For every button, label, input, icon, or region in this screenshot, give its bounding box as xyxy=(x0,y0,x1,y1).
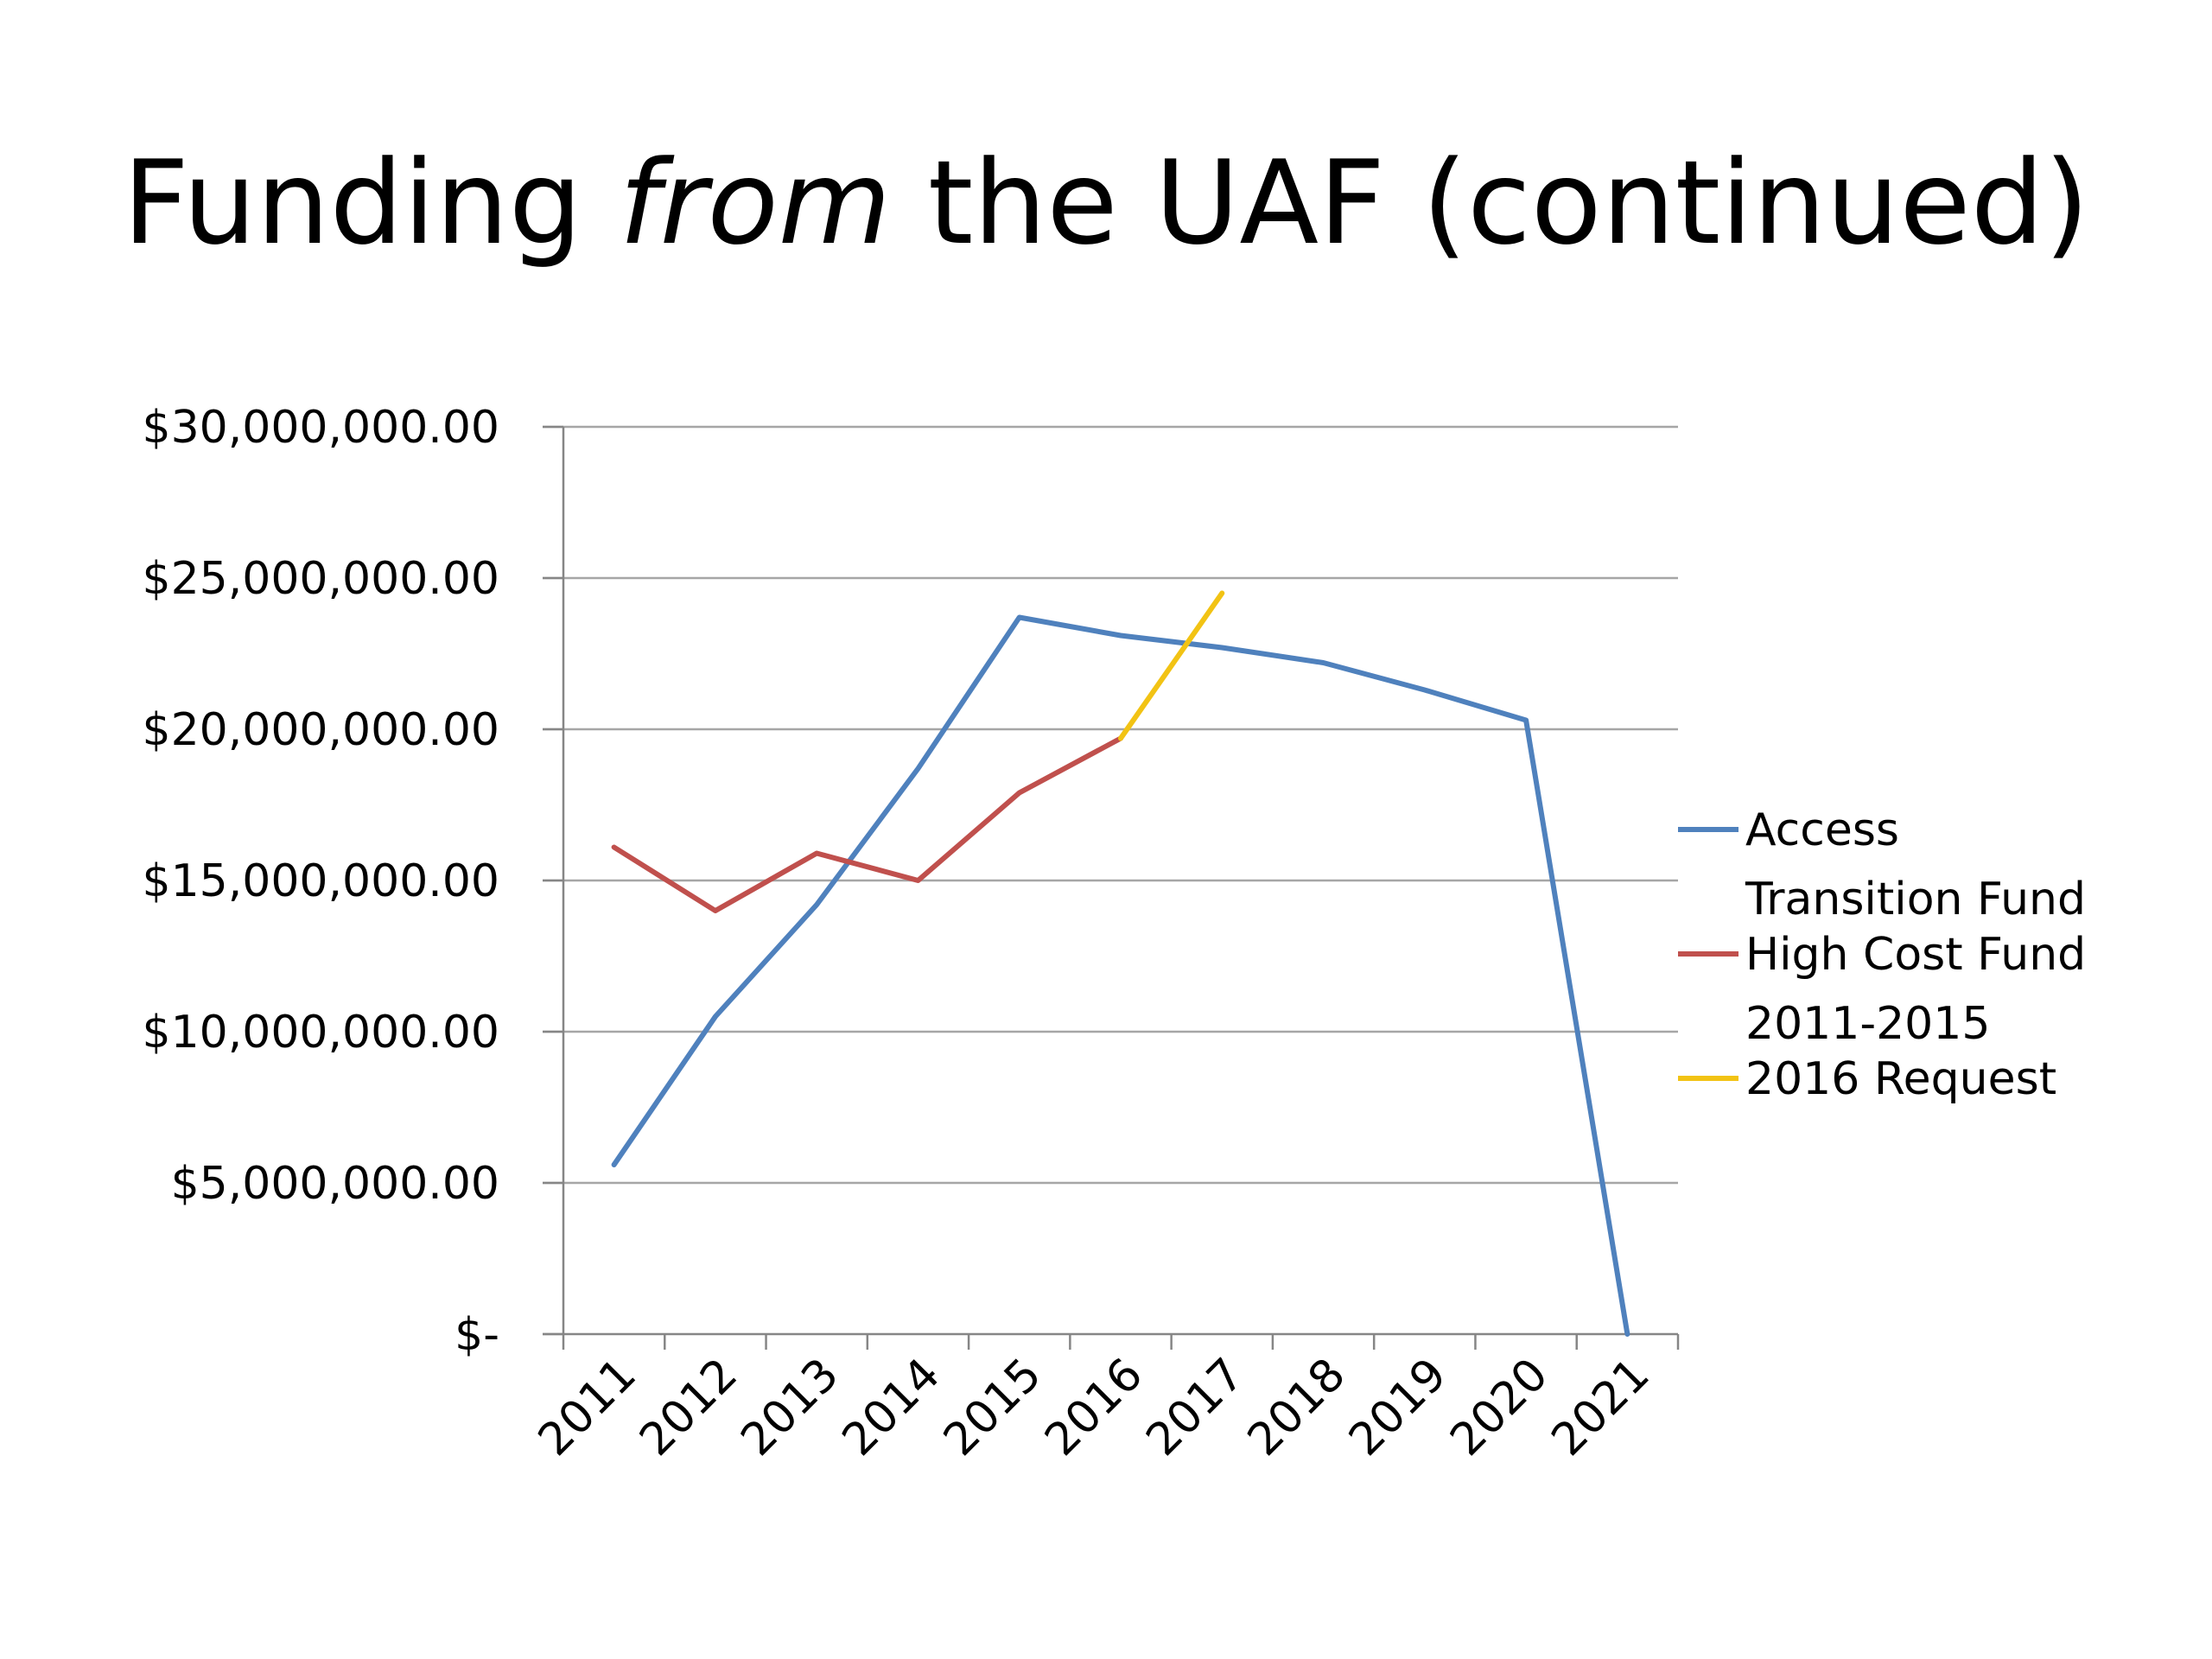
y-tick-label: $25,000,000.00 xyxy=(142,553,499,605)
x-tick-label: 2019 xyxy=(1339,1349,1457,1466)
x-tick-label: 2020 xyxy=(1440,1349,1558,1466)
x-tick-label: 2013 xyxy=(731,1349,849,1466)
legend-label: 2011-2015 xyxy=(1745,998,1990,1050)
y-tick-label: $15,000,000.00 xyxy=(142,855,499,907)
y-tick-label: $30,000,000.00 xyxy=(142,402,499,454)
title-emphasis: from xyxy=(619,136,892,270)
x-tick-label: 2011 xyxy=(529,1349,646,1466)
slide-title: Funding from the UAF (continued) xyxy=(0,137,2212,270)
y-tick-label: $5,000,000.00 xyxy=(171,1158,499,1210)
x-tick-label: 2021 xyxy=(1542,1349,1660,1466)
axes xyxy=(543,425,1680,1350)
y-tick-label: $- xyxy=(454,1309,499,1361)
x-tick-label: 2017 xyxy=(1136,1349,1254,1466)
legend-label: Transition Fund xyxy=(1745,874,2086,925)
gridlines xyxy=(543,425,1678,1185)
y-tick-label: $10,000,000.00 xyxy=(142,1007,499,1058)
x-tick-label: 2012 xyxy=(630,1349,747,1466)
series-lines xyxy=(611,590,1630,1337)
legend-label: High Cost Fund xyxy=(1745,929,2086,981)
series-line-1 xyxy=(611,614,1630,1337)
y-tick-label: $20,000,000.00 xyxy=(142,704,499,756)
x-tick-label: 2016 xyxy=(1035,1349,1153,1466)
title-pre: Funding xyxy=(122,136,620,270)
legend-label: 2016 Request xyxy=(1745,1053,2056,1105)
x-tick-label: 2014 xyxy=(833,1349,950,1466)
x-tick-label: 2018 xyxy=(1238,1349,1356,1466)
series-line-2 xyxy=(611,735,1123,913)
y-axis-tick-labels: $- $5,000,000.00 $10,000,000.00 $15,000,000… xyxy=(142,402,499,1361)
x-tick-label: 2015 xyxy=(934,1349,1052,1466)
legend-label: Access xyxy=(1745,804,1899,856)
title-post: the UAF (continued) xyxy=(891,136,2090,270)
x-axis-tick-labels: 2011201220132014201520162017201820192020… xyxy=(529,1349,1660,1466)
series-line-3 xyxy=(1118,590,1225,741)
